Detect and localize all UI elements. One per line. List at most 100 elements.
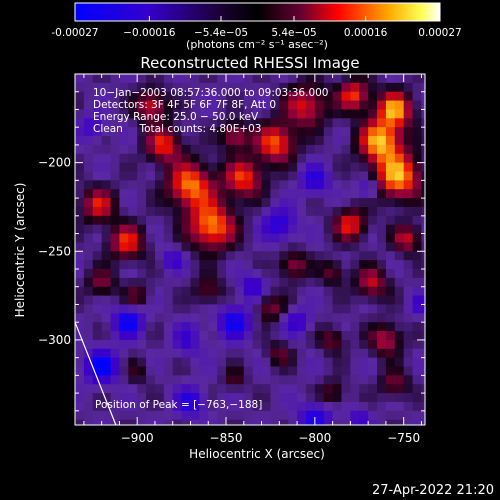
heatmap-cell [421, 251, 425, 261]
heatmap-cell [297, 322, 307, 332]
heatmap-cell [181, 74, 192, 84]
heatmap-cell [403, 401, 414, 412]
heatmap-cell [243, 180, 254, 190]
heatmap-cell [163, 224, 174, 235]
heatmap-cell [163, 82, 174, 93]
heatmap-cell [154, 242, 165, 252]
heatmap-cell [297, 180, 307, 190]
heatmap-cell [119, 331, 129, 341]
heatmap-cell [217, 144, 227, 155]
heatmap-cell [110, 144, 121, 155]
heatmap-cell [412, 384, 423, 394]
heatmap-cell [208, 180, 218, 190]
heatmap-cell [412, 206, 423, 217]
heatmap-cell [199, 233, 209, 244]
heatmap-cell [270, 171, 280, 181]
heatmap-cell [75, 91, 85, 102]
heatmap-cell [101, 91, 112, 102]
heatmap-cell [359, 260, 369, 270]
heatmap-cell [403, 136, 414, 146]
heatmap-cell [137, 206, 147, 217]
heatmap-cell [208, 233, 218, 244]
heatmap-cell [163, 91, 174, 102]
heatmap-cell [172, 269, 183, 279]
heatmap-cell [377, 144, 387, 155]
heatmap-cell [350, 269, 360, 279]
heatmap-cell [243, 322, 254, 332]
heatmap-cell [243, 189, 254, 199]
colorbar-unit-label: (photons cm⁻² s⁻¹ asec⁻²) [186, 38, 328, 51]
heatmap-cell [172, 162, 183, 173]
heatmap-cell [394, 384, 405, 394]
heatmap-cell [270, 331, 280, 341]
heatmap-cell [83, 242, 94, 252]
heatmap-cell [261, 251, 272, 261]
heatmap-cell [172, 410, 183, 421]
heatmap-cell [341, 251, 351, 261]
heatmap-cell [163, 322, 174, 332]
heatmap-cell [341, 295, 351, 306]
heatmap-cell [190, 74, 200, 84]
heatmap-cell [75, 224, 85, 235]
heatmap-cell [403, 348, 414, 359]
heatmap-cell [288, 91, 298, 102]
heatmap-cell [368, 304, 378, 314]
heatmap-cell [377, 109, 387, 119]
heatmap-cell [128, 153, 138, 164]
heatmap-cell [314, 410, 325, 421]
heatmap-cell [75, 215, 85, 226]
heatmap-cell [226, 171, 236, 181]
heatmap-cell [297, 127, 307, 137]
heatmap-cell [226, 375, 236, 385]
heatmap-cell [208, 419, 218, 425]
heatmap-cell [359, 322, 369, 332]
heatmap-cell [208, 251, 218, 261]
heatmap-cell [208, 91, 218, 102]
heatmap-cell [181, 393, 192, 403]
heatmap-cell [341, 357, 351, 368]
heatmap-cell [270, 419, 280, 425]
heatmap-cell [341, 242, 351, 252]
heatmap-cell [323, 375, 334, 385]
heatmap-cell [172, 286, 183, 297]
heatmap-cell [305, 269, 316, 279]
heatmap-cell [279, 339, 289, 350]
heatmap-cell [403, 189, 414, 199]
heatmap-cell [119, 109, 129, 119]
heatmap-cell [403, 286, 414, 297]
heatmap-cell [217, 74, 227, 84]
heatmap-cell [359, 74, 369, 84]
heatmap-cell [226, 153, 236, 164]
heatmap-cell [359, 348, 369, 359]
heatmap-cell [412, 277, 423, 288]
heatmap-cell [181, 189, 192, 199]
heatmap-cell [190, 393, 200, 403]
heatmap-cell [83, 153, 94, 164]
heatmap-cell [75, 144, 85, 155]
heatmap-cell [305, 153, 316, 164]
heatmap-cell [137, 357, 147, 368]
heatmap-cell [234, 127, 245, 137]
heatmap-cell [199, 162, 209, 173]
heatmap-cell [226, 295, 236, 306]
heatmap-cell [199, 198, 209, 208]
heatmap-cell [75, 162, 85, 173]
heatmap-cell [110, 180, 121, 190]
heatmap-cell [128, 339, 138, 350]
heatmap-cell [368, 269, 378, 279]
heatmap-cell [217, 180, 227, 190]
heatmap-cell [377, 331, 387, 341]
heatmap-cell [75, 118, 85, 128]
heatmap-cell [199, 189, 209, 199]
heatmap-cell [172, 198, 183, 208]
heatmap-cell [323, 136, 334, 146]
heatmap-cell [119, 153, 129, 164]
heatmap-cell [377, 127, 387, 137]
heatmap-cell [359, 118, 369, 128]
heatmap-cell [101, 269, 112, 279]
heatmap-cell [288, 419, 298, 425]
x-tick-label: −800 [298, 431, 331, 445]
heatmap-cell [146, 251, 156, 261]
heatmap-cell [217, 233, 227, 244]
heatmap-cell [110, 384, 121, 394]
